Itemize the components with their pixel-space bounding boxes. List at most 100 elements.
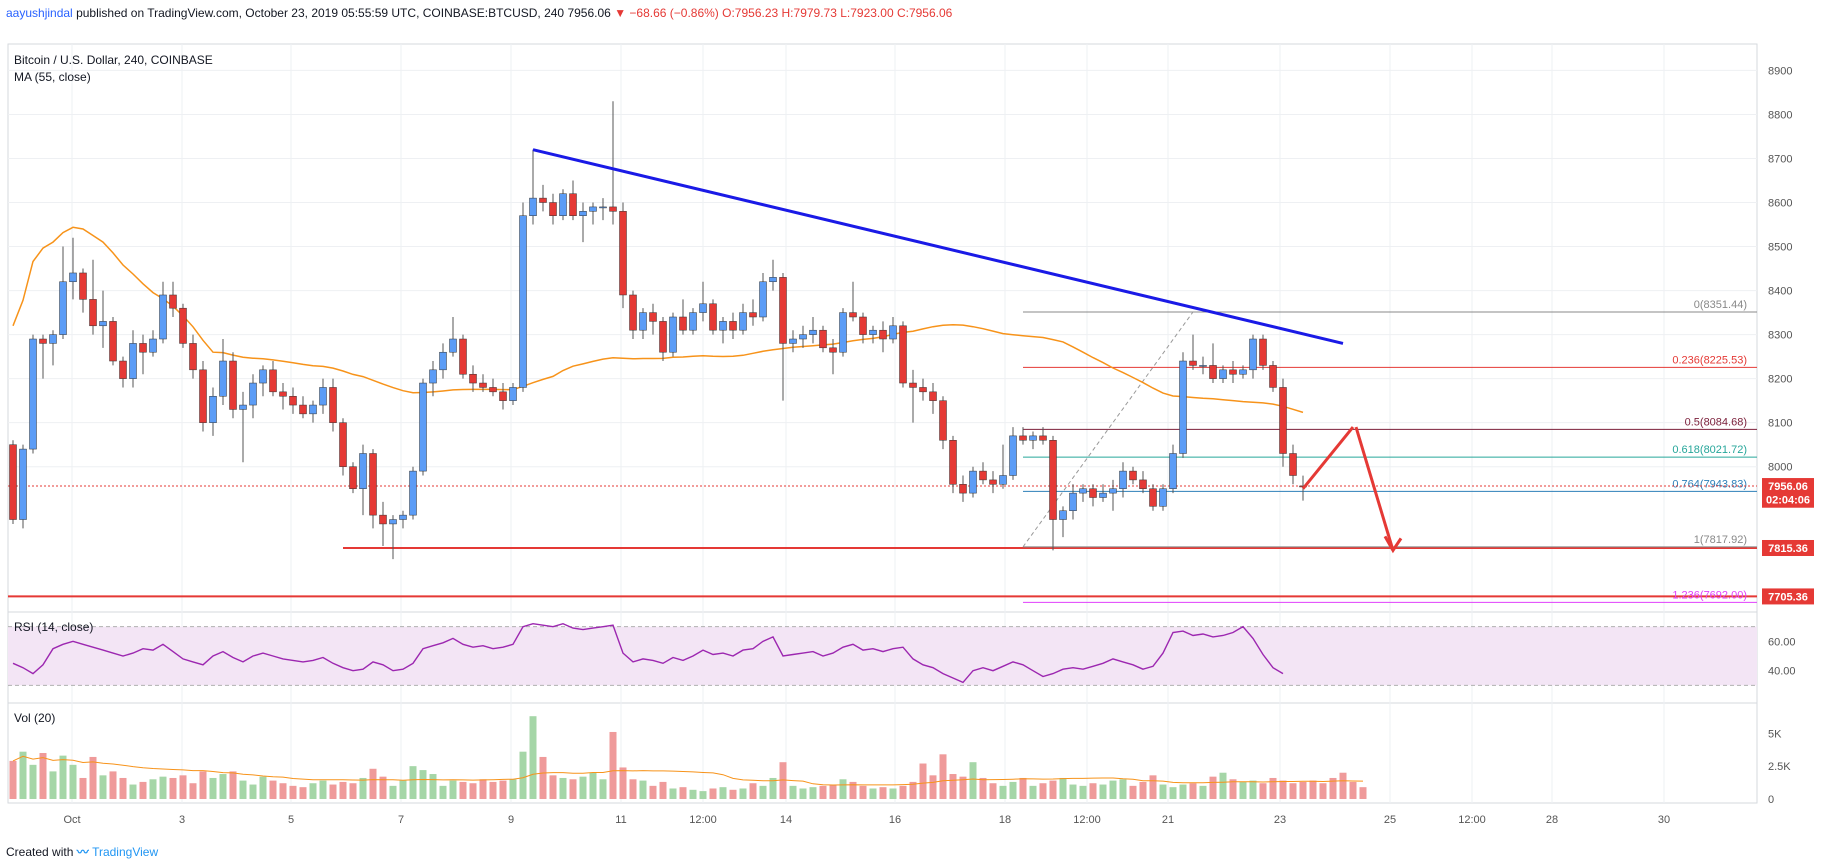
volume-bar [1099, 784, 1107, 799]
volume-bar [599, 779, 607, 799]
candle-body [1169, 453, 1177, 489]
volume-bar [809, 787, 817, 799]
y-tick-label: 8400 [1768, 286, 1792, 298]
candle-body [269, 369, 277, 393]
volume-bar [1219, 772, 1227, 799]
candle-body [319, 387, 327, 406]
publish-header: aayushjindal published on TradingView.co… [6, 6, 953, 20]
x-tick-label: 14 [780, 814, 792, 826]
volume-bar [519, 751, 527, 799]
volume-bar [69, 764, 77, 799]
volume-bar [769, 777, 777, 799]
volume-bar [229, 771, 237, 799]
candle-body [359, 453, 367, 489]
author-link[interactable]: aayushjindal [6, 6, 73, 20]
price-axis-tag [1762, 588, 1814, 605]
price-axis-tag-label: 02:04:06 [1766, 495, 1810, 507]
candle-body [1229, 369, 1237, 375]
candle-body [659, 321, 667, 353]
tradingview-logo-icon[interactable]: 〰 [76, 845, 89, 859]
rsi-legend[interactable]: RSI (14, close) [14, 620, 94, 634]
candle-body [239, 404, 247, 410]
volume-bar [169, 777, 177, 799]
candle-body [799, 334, 807, 340]
candle-body [809, 329, 817, 335]
candle-body [329, 387, 337, 423]
volume-tick-label: 5K [1768, 728, 1782, 740]
candle-body [409, 470, 417, 516]
price-axis-tag [1762, 478, 1814, 495]
candle-body [829, 347, 837, 353]
volume-bar [1229, 779, 1237, 799]
volume-bar [19, 751, 27, 799]
volume-legend[interactable]: Vol (20) [14, 711, 56, 725]
volume-bar [1029, 785, 1037, 799]
candle-body [919, 387, 927, 393]
x-tick-label: 3 [179, 814, 185, 826]
volume-bar [269, 780, 277, 799]
ma-legend[interactable]: MA (55, close) [14, 70, 91, 84]
rsi-tick-label: 40.00 [1768, 666, 1796, 678]
candle-body [249, 382, 257, 406]
candle-body [989, 479, 997, 485]
candle-body [439, 351, 447, 371]
bearish-trendline [532, 148, 1344, 345]
candle-body [999, 475, 1007, 485]
candle-body [569, 193, 577, 216]
candle-body [869, 329, 877, 335]
volume-bar [1009, 781, 1017, 799]
x-tick-label: 28 [1546, 814, 1558, 826]
candle-body [1209, 365, 1217, 379]
candle-body [1249, 338, 1257, 371]
volume-bar [1209, 776, 1217, 799]
ma-line [12, 226, 1304, 414]
y-tick-label: 8000 [1768, 462, 1792, 474]
volume-bar [489, 781, 497, 799]
price-change: ▼ −68.66 (−0.86%) [614, 6, 719, 20]
candle-body [589, 206, 597, 212]
candle-body [49, 334, 57, 344]
volume-bar [179, 775, 187, 799]
candle-body [149, 338, 157, 353]
tradingview-brand[interactable]: TradingView [92, 845, 159, 859]
volume-bar [689, 789, 697, 799]
volume-bar [189, 783, 197, 799]
volume-bar [539, 756, 547, 799]
candle-body [879, 329, 887, 340]
x-tick-label: 18 [999, 814, 1011, 826]
candle-body [1189, 360, 1197, 366]
volume-ma-line [12, 755, 1364, 786]
y-tick-label: 8800 [1768, 109, 1792, 121]
candle-body [159, 294, 167, 340]
x-tick-label: 12:00 [1458, 814, 1486, 826]
candle-body [929, 391, 937, 401]
candle-body [379, 514, 387, 525]
candle-body [19, 448, 27, 520]
volume-bar [1349, 781, 1357, 799]
candle-body [519, 215, 527, 388]
volume-bar [1179, 784, 1187, 799]
volume-bar [649, 785, 657, 799]
volume-bar [1329, 777, 1337, 799]
volume-bar [279, 783, 287, 799]
price-axis-tag-label: 7956.06 [1768, 481, 1808, 493]
volume-bar [579, 776, 587, 799]
volume-bar [419, 770, 427, 799]
volume-bar [589, 772, 597, 799]
x-tick-label: 23 [1274, 814, 1286, 826]
volume-bar [789, 785, 797, 799]
volume-bar [359, 777, 367, 799]
volume-bar [999, 785, 1007, 799]
x-tick-label: 30 [1658, 814, 1670, 826]
volume-bar [99, 775, 107, 799]
x-tick-label: 5 [288, 814, 294, 826]
candle-body [689, 312, 697, 331]
candle-body [639, 312, 647, 331]
x-tick-label: 21 [1162, 814, 1174, 826]
candle-body [309, 404, 317, 415]
chart-title: Bitcoin / U.S. Dollar, 240, COINBASE [14, 53, 213, 67]
volume-bar [1319, 783, 1327, 799]
volume-bar [879, 787, 887, 799]
volume-bar [339, 781, 347, 799]
